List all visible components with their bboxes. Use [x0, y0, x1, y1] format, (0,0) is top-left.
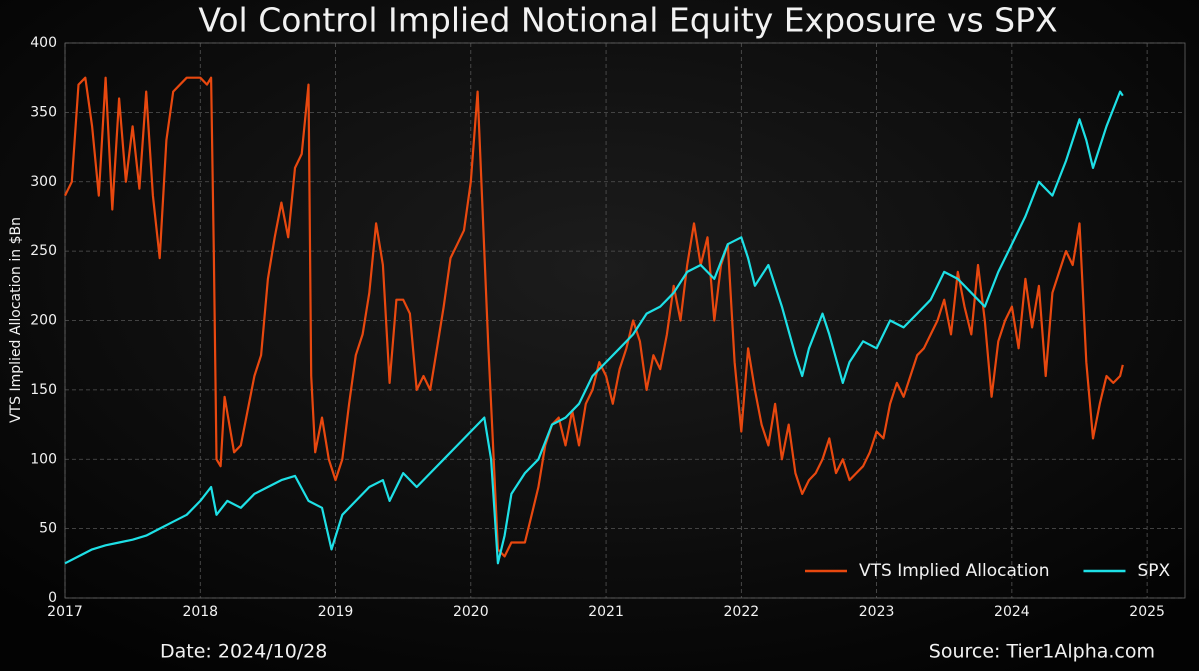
y-tick-label: 50 — [39, 521, 57, 537]
x-tick-label: 2025 — [1129, 604, 1165, 620]
chart-title: Vol Control Implied Notional Equity Expo… — [198, 1, 1057, 40]
x-tick-label: 2021 — [588, 604, 624, 620]
plot-frame — [64, 42, 1186, 599]
y-tick-label: 0 — [48, 590, 57, 606]
legend-label: SPX — [1137, 561, 1170, 581]
y-tick-label: 100 — [30, 451, 57, 467]
y-tick-label: 400 — [30, 35, 57, 51]
source-note: Source: Tier1Alpha.com — [929, 641, 1155, 663]
x-tick-label: 2020 — [453, 604, 489, 620]
y-tick-label: 200 — [30, 313, 57, 329]
y-axis-label: VTS Implied Allocation in $Bn — [8, 217, 24, 423]
x-tick-label: 2023 — [859, 604, 895, 620]
y-tick-label: 350 — [30, 104, 57, 120]
y-tick-label: 250 — [30, 243, 57, 259]
data-line — [64, 76, 1124, 558]
date-note: Date: 2024/10/28 — [160, 641, 327, 663]
x-tick-label: 2018 — [182, 604, 218, 620]
x-tick-label: 2022 — [724, 604, 760, 620]
data-line — [64, 90, 1124, 565]
x-tick-label: 2019 — [318, 604, 354, 620]
legend-label: VTS Implied Allocation — [859, 561, 1049, 581]
x-tick-label: 2024 — [994, 604, 1030, 620]
x-tick-label: 2017 — [47, 604, 83, 620]
y-tick-label: 300 — [30, 174, 57, 190]
y-tick-label: 150 — [30, 382, 57, 398]
